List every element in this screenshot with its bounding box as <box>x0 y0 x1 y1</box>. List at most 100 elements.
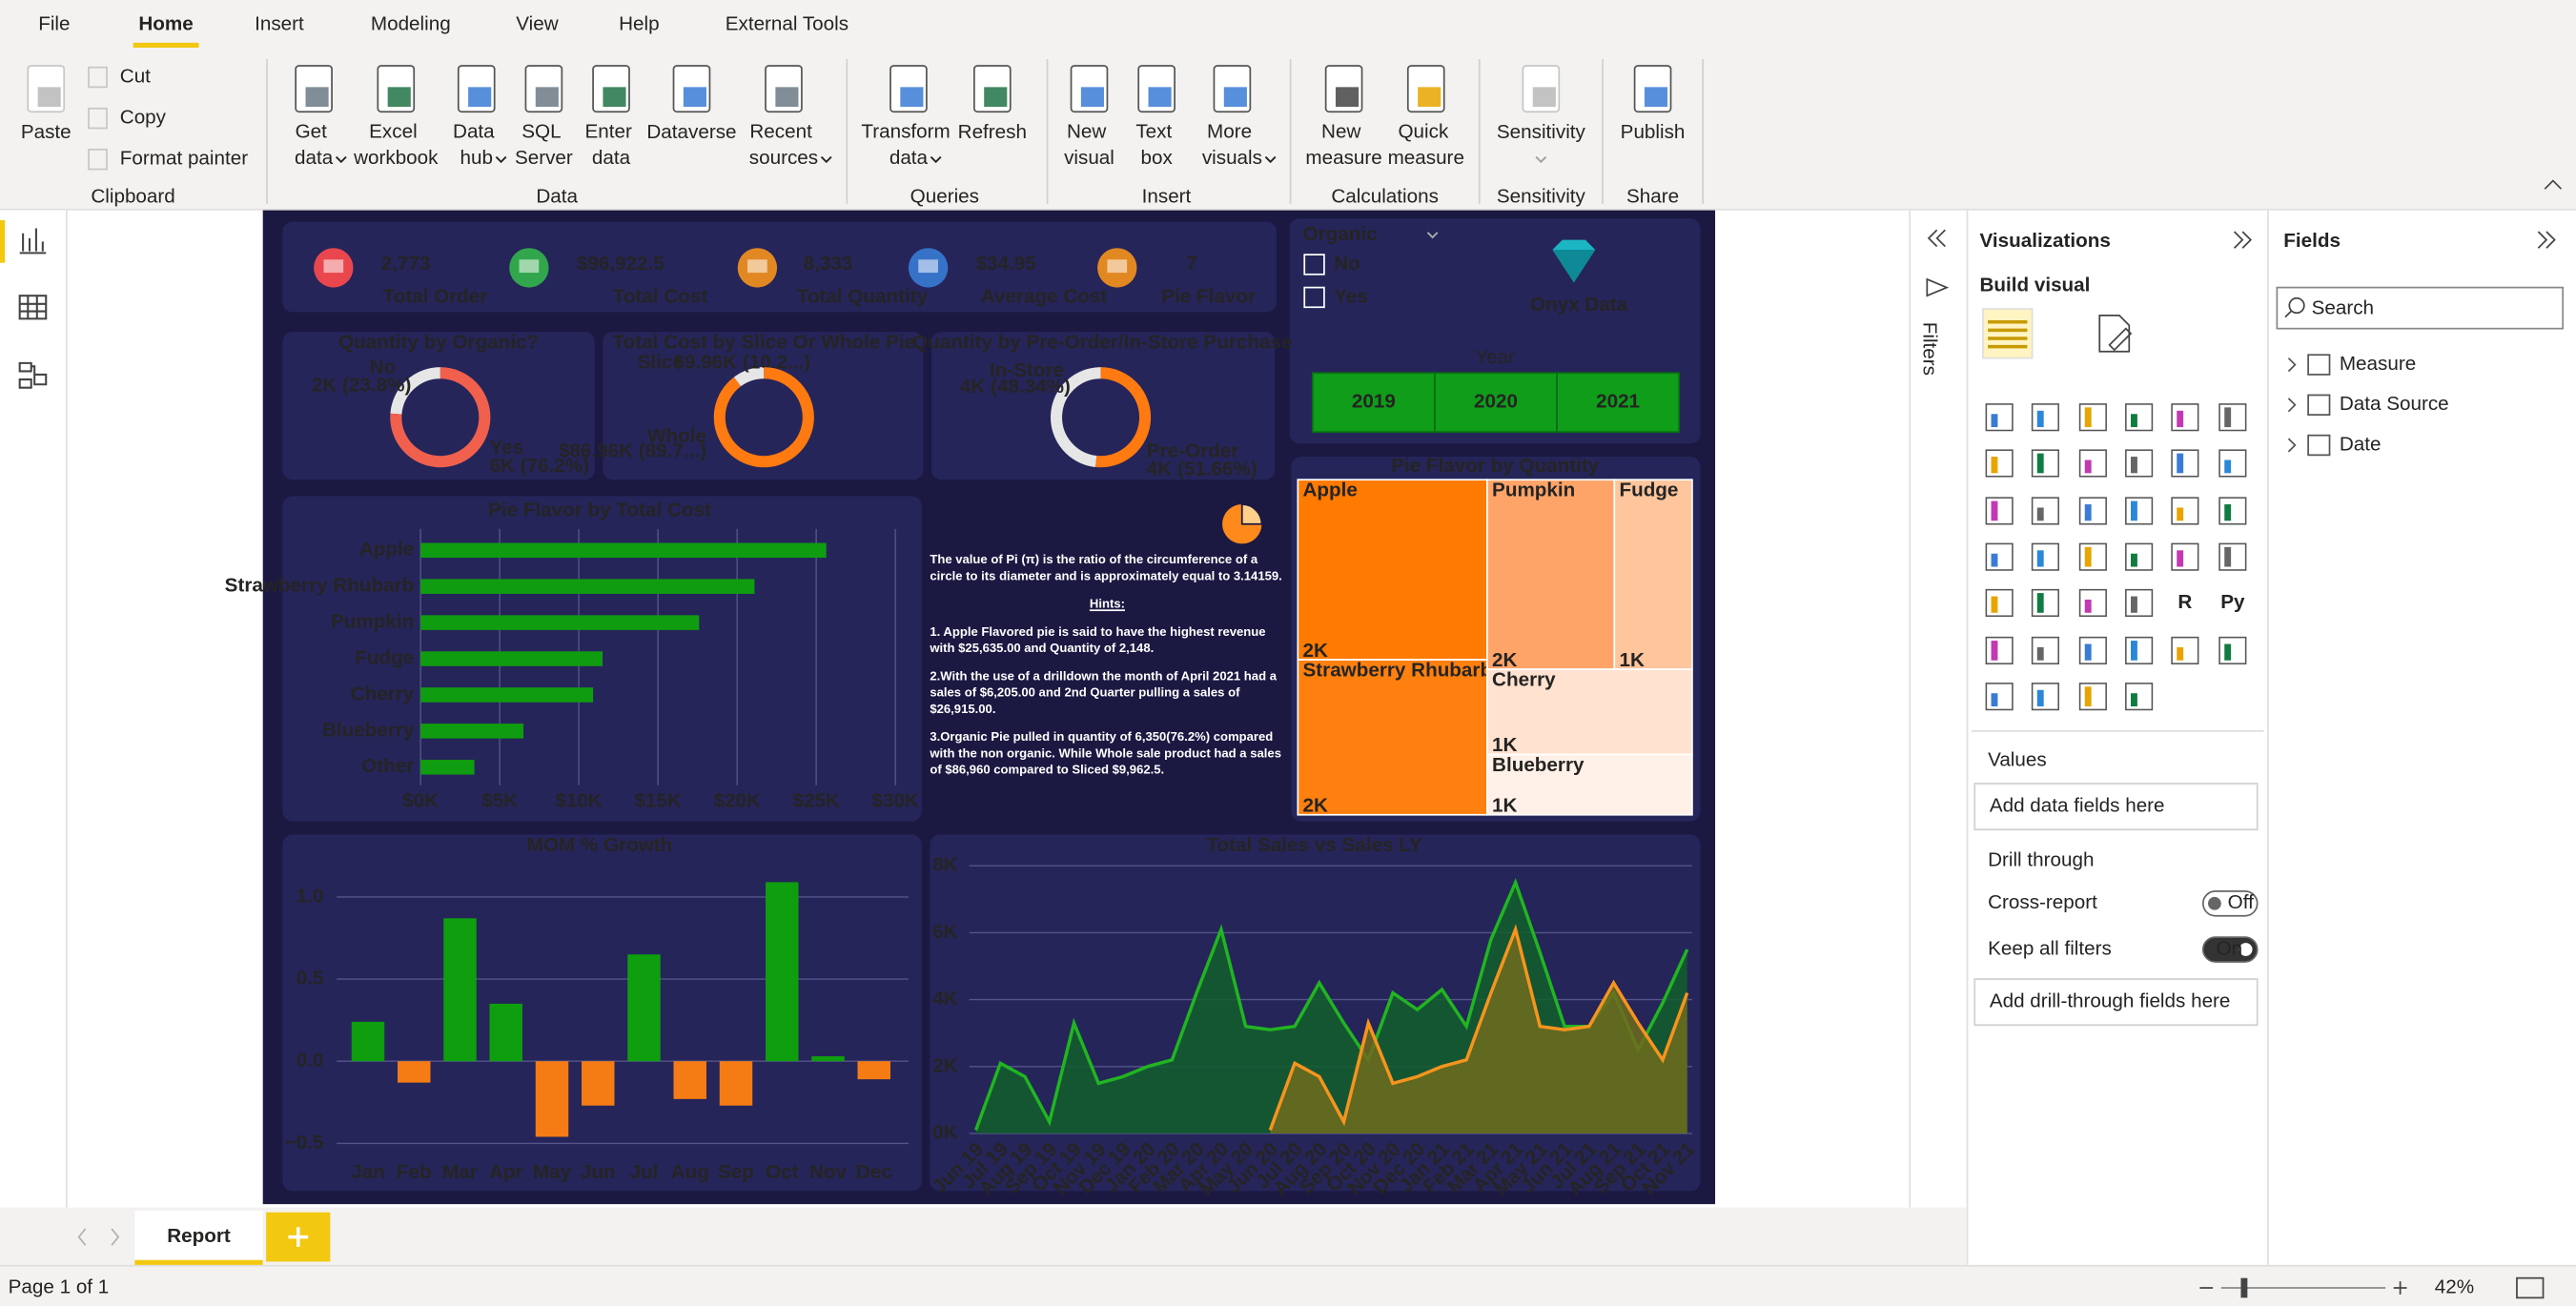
visual-type-icon[interactable] <box>2031 588 2059 618</box>
visual-type-icon[interactable] <box>1985 403 2014 432</box>
viz-collapse[interactable] <box>2233 231 2253 249</box>
visual-type-icon[interactable] <box>1985 683 2014 711</box>
visual-type-icon[interactable] <box>2125 542 2154 571</box>
ribbon-button-label[interactable]: More visuals <box>1202 121 1262 170</box>
field-table[interactable]: Measure <box>2340 353 2416 375</box>
year-button[interactable] <box>1311 372 1436 434</box>
ribbon-button-label[interactable]: New measure <box>1305 121 1381 170</box>
ribbon-button-label[interactable]: Quick measure <box>1388 121 1464 170</box>
visual-type-icon[interactable] <box>2031 403 2059 432</box>
visual-type-icon[interactable] <box>2078 449 2107 478</box>
ribbon-tab[interactable]: View <box>516 12 558 34</box>
visual-type-icon[interactable] <box>2125 403 2154 432</box>
visual-type-icon[interactable] <box>2125 449 2154 478</box>
ribbon-small-button[interactable]: Copy <box>120 107 167 129</box>
ribbon-button-label[interactable]: Refresh <box>958 121 1027 143</box>
ribbon-tab[interactable]: Help <box>619 12 659 34</box>
visual-type-icon[interactable] <box>1985 497 2014 525</box>
ribbon-small-button[interactable]: Cut <box>120 65 151 87</box>
treemap-label: Fudge <box>1619 480 1678 501</box>
model-view-icon[interactable] <box>18 361 48 389</box>
visual-type-icon[interactable] <box>2031 683 2059 711</box>
visual-type-icon[interactable] <box>2031 636 2059 664</box>
ribbon-button-label[interactable]: SQL Server <box>515 121 573 170</box>
x-tick-label: Dec <box>856 1161 892 1183</box>
ribbon-tab[interactable]: Home <box>138 12 193 34</box>
visual-type-icon[interactable] <box>2171 403 2199 432</box>
visual-type-icon[interactable] <box>1985 588 2014 618</box>
visual-type-icon-label[interactable]: R <box>2177 591 2192 613</box>
visual-type-icon[interactable] <box>2218 449 2247 478</box>
slicer-checkbox[interactable] <box>1303 254 1325 275</box>
search-box[interactable] <box>2276 286 2565 330</box>
values-well[interactable] <box>1973 783 2259 831</box>
visual-type-icon[interactable] <box>2078 542 2107 571</box>
ribbon-button-label[interactable]: Paste <box>21 121 72 143</box>
visual-type-icon[interactable] <box>2125 636 2154 664</box>
bar <box>351 1021 385 1062</box>
visual-type-icon-label[interactable]: Py <box>2220 591 2245 613</box>
fit-page-icon[interactable] <box>2516 1276 2545 1299</box>
ribbon-tab[interactable]: Insert <box>255 12 304 34</box>
filters-collapse[interactable] <box>1927 229 1946 248</box>
ribbon-button-label[interactable]: Data hub <box>453 121 500 170</box>
ribbon-small-button[interactable]: Format painter <box>120 148 248 170</box>
ribbon-button-icon-accent <box>305 87 329 108</box>
ribbon-button-label[interactable]: Excel workbook <box>353 121 439 170</box>
visual-type-icon[interactable] <box>1985 449 2014 478</box>
visual-type-icon[interactable] <box>2171 542 2199 571</box>
visual-type-icon[interactable] <box>2171 636 2199 664</box>
ribbon-tab[interactable]: Modeling <box>371 12 451 34</box>
fields-collapse[interactable] <box>2537 231 2556 249</box>
year-button[interactable] <box>1556 372 1680 434</box>
ribbon-button-label[interactable]: Transform data <box>861 121 955 170</box>
report-view-icon[interactable] <box>19 228 47 255</box>
visual-type-icon-accent <box>2177 507 2184 521</box>
visual-type-icon[interactable] <box>2031 497 2059 525</box>
visual-type-icon[interactable] <box>2078 588 2107 618</box>
visual-type-icon[interactable] <box>2078 636 2107 664</box>
visual-type-icon[interactable] <box>2078 403 2107 432</box>
zoom-thumb[interactable] <box>2240 1277 2248 1298</box>
visual-type-icon[interactable] <box>2078 683 2107 711</box>
ribbon-tab[interactable]: External Tools <box>726 12 848 34</box>
ribbon-button-label[interactable]: Recent sources <box>749 121 818 170</box>
visual-type-icon[interactable] <box>1985 542 2014 571</box>
slicer-option[interactable]: Yes <box>1334 285 1368 307</box>
slicer-checkbox[interactable] <box>1303 286 1325 309</box>
ribbon-button-label[interactable]: Text box <box>1135 121 1177 170</box>
slicer-option[interactable]: No <box>1334 253 1360 275</box>
field-table[interactable]: Data Source <box>2340 393 2449 415</box>
zoom-buttons[interactable] <box>2199 1281 2407 1295</box>
ribbon-button-label[interactable]: Enter data <box>584 121 637 170</box>
format-visual-tab[interactable] <box>2098 315 2133 353</box>
visual-type-icon[interactable] <box>2031 542 2059 571</box>
drill-well[interactable] <box>1973 978 2259 1027</box>
visual-type-icon[interactable] <box>2171 449 2199 478</box>
page-tab[interactable] <box>134 1211 263 1265</box>
ribbon-button-icon-accent <box>37 87 61 108</box>
ribbon-collapse[interactable] <box>2544 179 2563 190</box>
ribbon-button-label[interactable]: Sensitivity <box>1497 121 1586 143</box>
visual-type-icon[interactable] <box>2171 497 2199 525</box>
visual-type-icon[interactable] <box>2218 497 2247 525</box>
visual-type-icon[interactable] <box>2031 449 2059 478</box>
ribbon-tab[interactable]: File <box>38 12 70 34</box>
field-table[interactable]: Date <box>2340 433 2382 455</box>
visual-type-icon[interactable] <box>2125 497 2154 525</box>
table-view-icon[interactable] <box>18 295 48 320</box>
ribbon-button-label[interactable]: New visual <box>1064 121 1114 170</box>
page-scroll-arrows[interactable] <box>77 1228 120 1246</box>
visual-type-icon[interactable] <box>1985 636 2014 664</box>
ribbon-button-label[interactable]: Dataverse <box>646 121 736 143</box>
ribbon-button-label[interactable]: Get data <box>295 121 334 170</box>
build-visual-tab[interactable] <box>1982 308 2034 359</box>
ribbon-button-label[interactable]: Publish <box>1621 121 1686 143</box>
visual-type-icon[interactable] <box>2218 636 2247 664</box>
label-line: visual <box>1064 148 1114 170</box>
visual-type-icon[interactable] <box>2078 497 2107 525</box>
visual-type-icon[interactable] <box>2218 542 2247 571</box>
visual-type-icon[interactable] <box>2125 683 2154 711</box>
visual-type-icon[interactable] <box>2125 588 2154 618</box>
visual-type-icon[interactable] <box>2218 403 2247 432</box>
